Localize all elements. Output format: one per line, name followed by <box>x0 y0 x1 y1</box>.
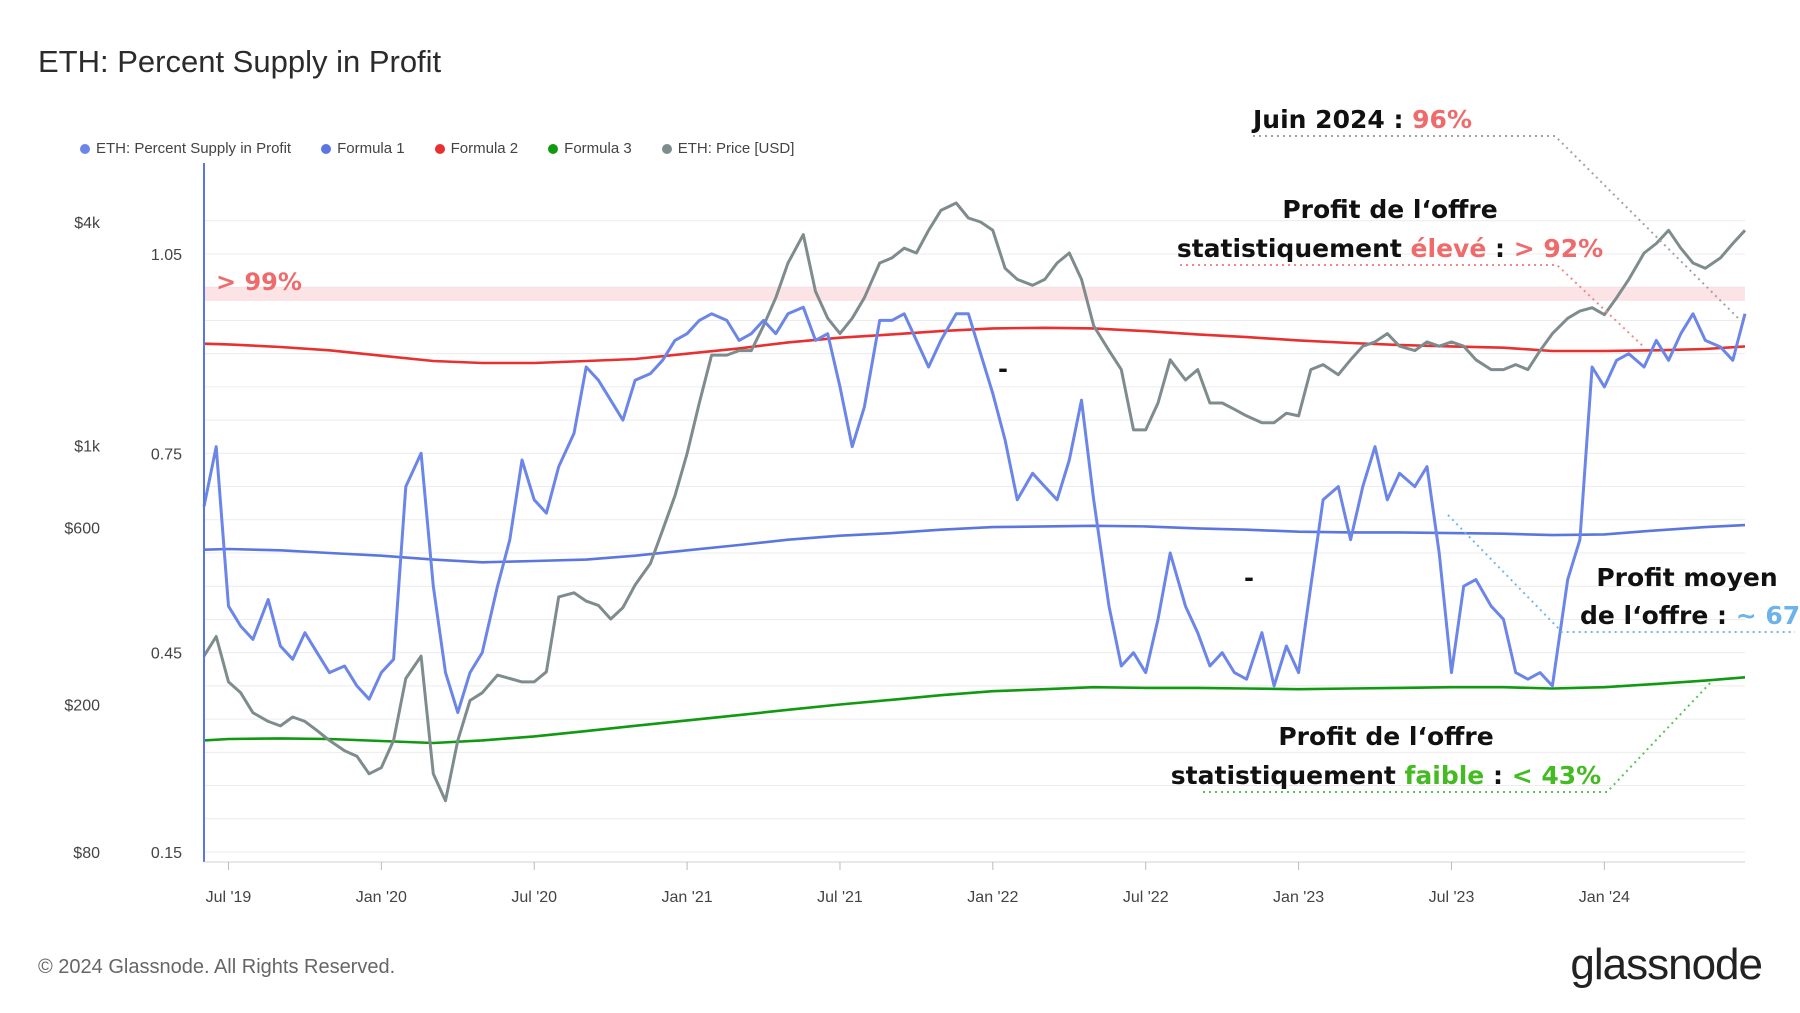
x-tick-label: Jan '23 <box>1273 889 1324 906</box>
dash-mark-2: - <box>1244 564 1254 592</box>
legend-item-eth-price[interactable]: ETH: Price [USD] <box>661 140 795 157</box>
low-connector <box>1203 679 1714 793</box>
high-annotation-line2: statistiquement élevé : > 92% <box>1177 234 1603 263</box>
x-tick-label: Jan '20 <box>356 889 407 906</box>
series-layer <box>202 201 1747 803</box>
x-tick-label: Jul '19 <box>206 889 252 906</box>
juin-connector <box>1253 135 1739 319</box>
band-99-percent <box>204 286 1745 301</box>
y-left-tick-label: $600 <box>64 521 100 538</box>
series-percent-supply <box>202 305 1747 714</box>
x-tick-label: Jan '21 <box>662 889 713 906</box>
annotations: Juin 2024 : 96% Profit de l‘offre statis… <box>216 105 1800 793</box>
legend-dot-formula-3 <box>548 143 559 154</box>
mean-annotation-line2: de l‘offre : ~ 67% <box>1580 601 1800 630</box>
mean-annotation-line1: Profit moyen <box>1596 563 1777 592</box>
x-tick-label: Jan '22 <box>967 889 1018 906</box>
legend-item-percent-supply[interactable]: ETH: Percent Supply in Profit <box>80 140 291 157</box>
x-tick-label: Jan '24 <box>1579 889 1630 906</box>
low-annotation-line1: Profit de l‘offre <box>1278 722 1493 751</box>
legend-label-eth-price: ETH: Price [USD] <box>677 140 795 157</box>
low-annotation-line2: statistiquement faible : < 43% <box>1171 761 1601 790</box>
legend-label-percent-supply: ETH: Percent Supply in Profit <box>96 140 292 157</box>
high-connector <box>1180 264 1646 349</box>
x-tick-label: Jul '20 <box>511 889 557 906</box>
x-tick-label: Jul '21 <box>817 889 863 906</box>
legend-label-formula-2: Formula 2 <box>450 140 519 157</box>
legend-item-formula-2[interactable]: Formula 2 <box>434 140 519 157</box>
y-right-tick-label: 1.05 <box>151 247 182 264</box>
legend-dot-formula-2 <box>434 143 445 154</box>
y-left-tick-label: $80 <box>73 845 100 862</box>
legend-dot-eth-price <box>661 143 672 154</box>
legend-label-formula-3: Formula 3 <box>564 140 632 157</box>
legend-label-formula-1: Formula 1 <box>337 140 405 157</box>
series-formula-1 <box>203 523 1746 564</box>
chart-title: ETH: Percent Supply in Profit <box>38 44 442 79</box>
y-left-tick-label: $200 <box>64 697 100 714</box>
y-left-tick-label: $1k <box>74 438 101 455</box>
series-formula-2 <box>203 326 1746 365</box>
high-annotation-line1: Profit de l‘offre <box>1282 195 1497 224</box>
mean-connector <box>1447 514 1795 633</box>
y-left-tick-label: $4k <box>74 215 101 232</box>
y-right-tick-label: 0.75 <box>151 446 182 463</box>
legend-item-formula-3[interactable]: Formula 3 <box>548 140 632 157</box>
legend: ETH: Percent Supply in Profit Formula 1 … <box>80 140 794 157</box>
series-formula-3 <box>203 676 1746 745</box>
series-eth-price <box>202 201 1747 803</box>
x-tick-label: Jul '23 <box>1429 889 1475 906</box>
legend-dot-percent-supply <box>80 143 90 154</box>
band-99-label: > 99% <box>216 268 302 296</box>
y-right-tick-label: 0.45 <box>151 646 182 663</box>
y-right-tick-label: 0.15 <box>151 845 182 862</box>
copyright-text: © 2024 Glassnode. All Rights Reserved. <box>38 956 396 978</box>
brand-logo[interactable]: glassnode <box>1570 940 1763 989</box>
legend-dot-formula-1 <box>321 143 332 154</box>
legend-item-formula-1[interactable]: Formula 1 <box>321 140 405 157</box>
dash-mark-1: - <box>998 355 1008 383</box>
x-tick-label: Jul '22 <box>1123 889 1169 906</box>
axes: $4k $1k $600 $200 $80 1.05 0.75 0.45 0.15 Jul '19… <box>64 163 1745 906</box>
gridlines <box>204 220 1745 853</box>
juin-annotation: Juin 2024 : 96% <box>1251 105 1472 134</box>
